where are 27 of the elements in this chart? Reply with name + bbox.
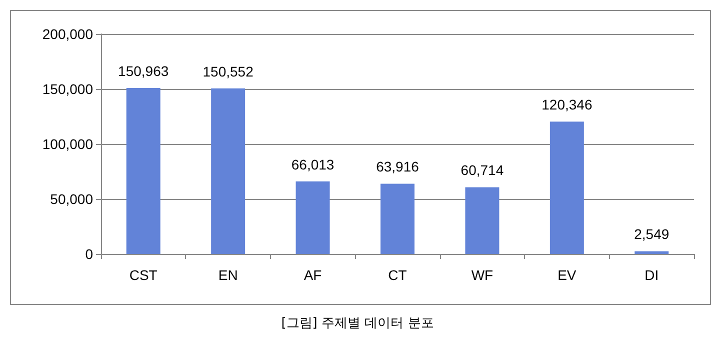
x-tick-label: AF bbox=[304, 267, 322, 283]
x-tick-label: DI bbox=[644, 267, 659, 283]
x-tick-label: WF bbox=[471, 267, 494, 283]
bar bbox=[380, 184, 414, 254]
y-tick-label: 200,000 bbox=[42, 26, 94, 42]
y-tick-label: 50,000 bbox=[50, 191, 94, 207]
data-label: 63,916 bbox=[376, 158, 420, 175]
data-label: 60,714 bbox=[460, 162, 504, 178]
data-label: 120,346 bbox=[542, 96, 592, 113]
bar bbox=[126, 88, 160, 254]
bar bbox=[465, 187, 500, 254]
y-tick-label: 150,000 bbox=[42, 81, 94, 97]
data-label: 150,963 bbox=[118, 62, 169, 79]
data-label: 150,552 bbox=[202, 63, 254, 80]
x-tick-label: CT bbox=[388, 267, 408, 283]
data-label: 66,013 bbox=[291, 156, 334, 172]
bar bbox=[296, 181, 330, 254]
x-tick-label: EV bbox=[558, 267, 577, 283]
y-tick-label: 100,000 bbox=[42, 136, 94, 152]
x-tick-label: EN bbox=[218, 267, 238, 283]
bar bbox=[634, 251, 669, 254]
bar bbox=[550, 122, 584, 254]
x-tick-label: CST bbox=[129, 267, 158, 283]
text: [그림] 주제별 데이터 분포 bbox=[280, 315, 435, 332]
bar bbox=[211, 88, 246, 254]
data-label: 2,549 bbox=[634, 226, 670, 242]
y-tick-label: 0 bbox=[85, 246, 94, 262]
